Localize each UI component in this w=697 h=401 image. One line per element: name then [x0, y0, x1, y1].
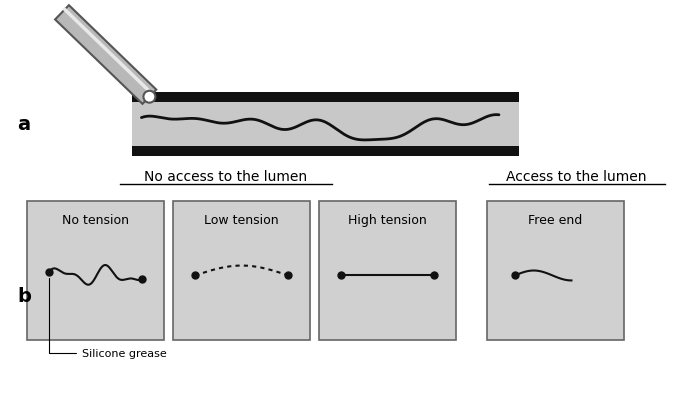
Bar	[132, 93, 519, 102]
Text: Access to the lumen: Access to the lumen	[506, 170, 647, 184]
Text: a: a	[17, 115, 31, 134]
Text: No tension: No tension	[62, 213, 129, 226]
Text: High tension: High tension	[348, 213, 427, 226]
Text: Silicone grease: Silicone grease	[49, 279, 167, 358]
Bar	[132, 147, 519, 157]
Bar	[319, 201, 457, 340]
Bar	[27, 201, 164, 340]
Circle shape	[144, 91, 155, 103]
Bar	[132, 93, 519, 157]
Text: No access to the lumen: No access to the lumen	[144, 170, 307, 184]
Polygon shape	[55, 6, 156, 105]
Bar	[174, 201, 310, 340]
Text: Low tension: Low tension	[204, 213, 279, 226]
Bar	[487, 201, 624, 340]
Text: Free end: Free end	[528, 213, 583, 226]
Text: b: b	[17, 286, 31, 305]
